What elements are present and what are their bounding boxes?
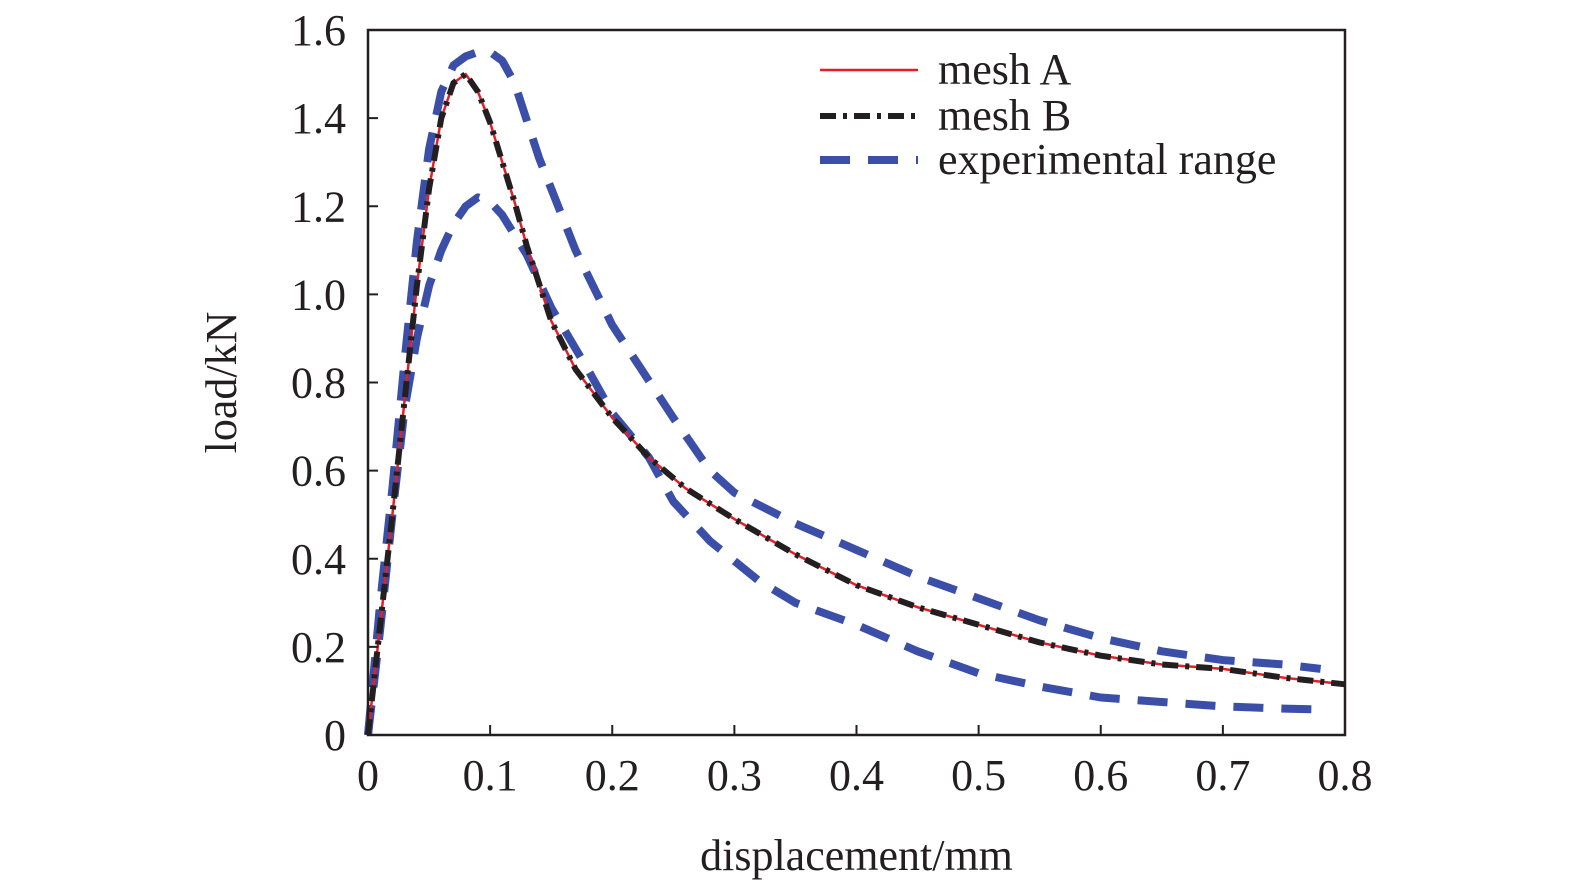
x-tick-label: 0.2 (585, 751, 640, 800)
series-line-mesh-b (365, 71, 1346, 736)
y-tick-label: 0.2 (291, 623, 346, 672)
y-axis-title: load/kN (197, 312, 246, 454)
y-tick-label: 1.2 (291, 182, 346, 231)
x-tick-label: 0.8 (1318, 751, 1373, 800)
y-tick-label: 1.0 (291, 270, 346, 319)
x-tick-label: 0.6 (1073, 751, 1128, 800)
x-tick-label: 0.3 (707, 751, 762, 800)
x-tick-label: 0.4 (829, 751, 884, 800)
legend-label-mesh-a: mesh A (938, 45, 1071, 94)
y-tick-label: 1.6 (291, 6, 346, 55)
x-tick-label: 0 (357, 751, 379, 800)
legend-label-experimental-range: experimental range (938, 135, 1276, 184)
x-tick-label: 0.1 (463, 751, 518, 800)
ticks-layer: 0 0.1 0.2 0.3 0.4 0.5 0.6 0.7 0.8 0 0.2 0.4 0.6 0.8 1.… (291, 6, 1373, 800)
y-tick-label: 0.6 (291, 447, 346, 496)
y-tick-label: 0 (324, 711, 346, 760)
series-line-experimental-range (364, 193, 1321, 736)
x-tick-label: 0.5 (951, 751, 1006, 800)
y-tick-label: 0.8 (291, 359, 346, 408)
y-tick-label: 0.4 (291, 535, 346, 584)
series-layer (364, 48, 1346, 736)
x-axis-title: displacement/mm (700, 831, 1013, 880)
y-tick-label: 1.4 (291, 94, 346, 143)
x-tick-label: 0.7 (1195, 751, 1250, 800)
legend-label-mesh-b: mesh B (938, 91, 1071, 140)
legend: mesh A mesh B experimental range (820, 45, 1276, 184)
series-line-experimental-range (364, 48, 1322, 736)
